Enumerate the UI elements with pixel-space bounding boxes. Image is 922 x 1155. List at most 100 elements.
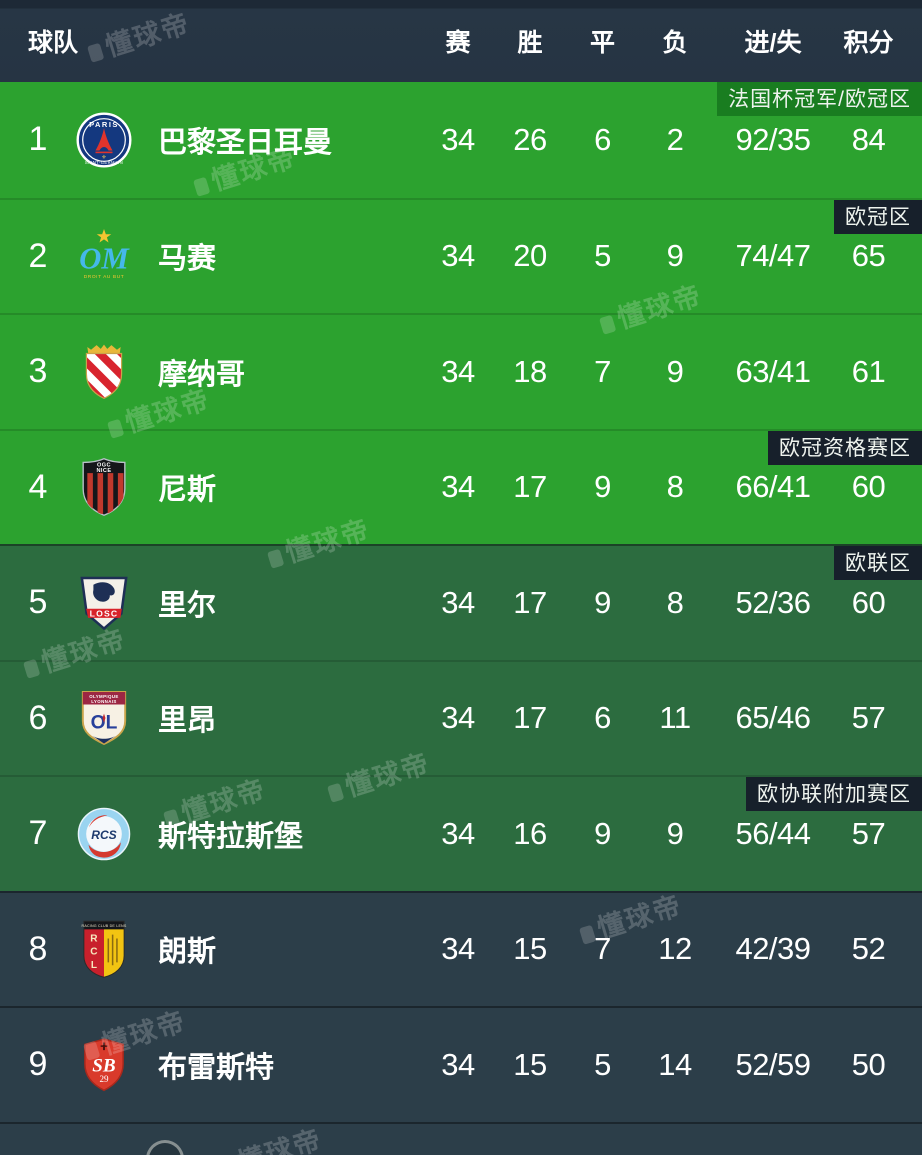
table-row[interactable]: 3 摩纳哥 34 18 7 9 [0, 313, 922, 429]
table-row[interactable]: 法国杯冠军/欧冠区 1 PARIS ⚜ SAINT-GERMAIN 巴黎圣日耳曼… [0, 82, 922, 198]
stat-draw: 9 [594, 584, 611, 620]
stat-loss: 11 [659, 700, 691, 736]
stat-points: 52 [851, 931, 886, 967]
stat-played: 34 [441, 584, 475, 620]
zone-badge: 法国杯冠军/欧冠区 [717, 82, 922, 116]
header-win: 胜 [517, 29, 543, 57]
stat-win: 16 [513, 815, 547, 851]
stat-loss: 8 [666, 584, 684, 620]
monaco-logo [76, 342, 132, 402]
table-row[interactable]: 9 SB 29 布雷斯特 34 15 5 14 52/59 50 [0, 1006, 922, 1122]
stat-played: 34 [441, 469, 475, 505]
team-name: 布雷斯特 [158, 1051, 275, 1084]
rank: 5 [28, 583, 48, 622]
stat-draw: 5 [594, 238, 611, 274]
table-row[interactable]: 欧冠资格赛区 4 OGC NICE 尼斯 34 17 9 8 66/41 [0, 428, 922, 544]
rank: 4 [28, 467, 48, 506]
stat-goals: 74/47 [735, 238, 811, 274]
stat-played: 34 [441, 700, 475, 736]
stat-win: 15 [513, 1046, 547, 1082]
marseille-logo: OM DROIT AU BUT [76, 226, 132, 286]
rank: 3 [28, 352, 48, 391]
stat-loss: 14 [658, 1046, 692, 1082]
svg-text:SAINT-GERMAIN: SAINT-GERMAIN [85, 160, 123, 165]
lille-logo: LOSC [76, 573, 132, 633]
table-row[interactable]: 6 OLYMPIQUE LYONNAIS OL 里昂 34 17 6 11 65… [0, 659, 922, 775]
stat-played: 34 [441, 931, 475, 967]
stat-loss: 2 [666, 121, 684, 157]
stat-played: 34 [441, 353, 475, 389]
team-name: 斯特拉斯堡 [158, 820, 304, 853]
stat-win: 26 [513, 121, 547, 157]
stat-goals: 66/41 [735, 469, 811, 505]
stat-win: 20 [513, 238, 547, 274]
svg-text:DROIT AU BUT: DROIT AU BUT [84, 274, 125, 280]
brest-logo: SB 29 [76, 1035, 132, 1095]
stat-draw: 6 [594, 700, 611, 736]
team-name: 摩纳哥 [158, 358, 246, 391]
team-name: 里昂 [158, 705, 217, 738]
team-name: 朗斯 [158, 936, 217, 969]
stat-loss: 8 [666, 469, 684, 505]
nice-logo: OGC NICE [76, 457, 132, 517]
stat-points: 60 [851, 584, 886, 620]
zone-badge: 欧联区 [834, 546, 922, 580]
stat-played: 34 [441, 815, 475, 851]
table-row[interactable]: 欧协联附加赛区 7 RCS 斯特拉斯堡 34 16 9 9 56/44 57 [0, 775, 922, 891]
stat-win: 15 [513, 931, 547, 967]
header-loss: 负 [662, 29, 688, 57]
table-header: 球队 赛 胜 平 负 进/失 积分 [0, 0, 922, 82]
table-row[interactable]: 欧联区 5 LOSC 里尔 34 17 9 8 52/36 60 [0, 544, 922, 660]
svg-text:SB: SB [92, 1055, 116, 1076]
stat-played: 34 [441, 238, 475, 274]
rank: 8 [28, 929, 48, 968]
lens-logo: RACING CLUB DE LENS R C L [76, 919, 132, 979]
svg-text:OGC: OGC [97, 463, 111, 469]
header-draw: 平 [589, 29, 615, 57]
stat-goals: 92/35 [735, 121, 811, 157]
header-goals: 进/失 [744, 29, 802, 57]
svg-text:OLYMPIQUE: OLYMPIQUE [89, 694, 119, 699]
team-name: 巴黎圣日耳曼 [158, 126, 333, 159]
stat-goals: 63/41 [735, 353, 811, 389]
stat-points: 84 [851, 121, 886, 157]
rank: 7 [28, 814, 48, 853]
stat-points: 50 [851, 1046, 886, 1082]
stat-win: 17 [513, 700, 547, 736]
header-points: 积分 [843, 29, 894, 57]
table-row[interactable]: 欧冠区 2 OM DROIT AU BUT 马赛 34 20 5 9 74/47… [0, 197, 922, 313]
stat-draw: 9 [594, 469, 611, 505]
stat-played: 34 [441, 121, 475, 157]
stat-draw: 9 [594, 815, 611, 851]
svg-text:LYONNAIS: LYONNAIS [91, 699, 116, 704]
table-row[interactable]: 8 RACING CLUB DE LENS R C L 朗斯 34 15 7 [0, 890, 922, 1006]
stat-loss: 9 [666, 815, 684, 851]
header-team: 球队 [28, 29, 79, 57]
rank: 9 [28, 1045, 48, 1084]
svg-text:29: 29 [99, 1074, 109, 1084]
stat-loss: 9 [666, 238, 684, 274]
stat-draw: 6 [594, 121, 611, 157]
stat-points: 57 [851, 815, 886, 851]
header-played: 赛 [445, 29, 471, 57]
zone-badge: 欧冠资格赛区 [768, 430, 922, 465]
table-row-partial[interactable] [0, 1121, 922, 1155]
svg-text:PARIS: PARIS [89, 120, 119, 129]
stat-loss: 9 [666, 353, 684, 389]
stat-goals: 65/46 [735, 700, 811, 736]
team-name: 马赛 [158, 243, 217, 276]
svg-text:R: R [90, 934, 98, 945]
stat-goals: 42/39 [735, 931, 811, 967]
stat-goals: 52/59 [735, 1046, 811, 1082]
team-name: 尼斯 [158, 474, 217, 507]
svg-text:OL: OL [91, 713, 118, 734]
strasbourg-logo: RCS [76, 804, 132, 864]
svg-text:NICE: NICE [96, 468, 111, 474]
svg-text:C: C [90, 947, 97, 958]
svg-text:L: L [91, 960, 97, 971]
stat-win: 17 [513, 584, 547, 620]
rank: 2 [28, 236, 48, 275]
stat-played: 34 [441, 1046, 475, 1082]
stat-goals: 52/36 [735, 584, 811, 620]
